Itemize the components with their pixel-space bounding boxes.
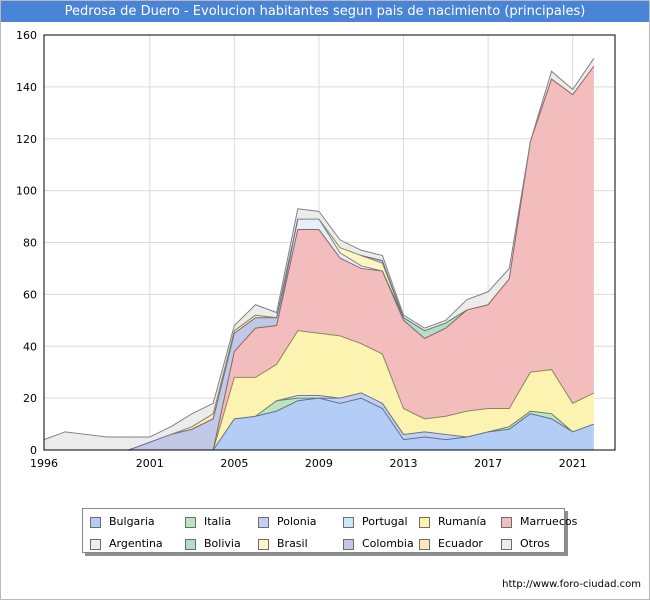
legend-swatch [419,539,430,550]
legend-label: Polonia [277,515,317,528]
legend-swatch [501,539,512,550]
legend-swatch [343,539,354,550]
legend-swatch [343,517,354,528]
y-tick-label: 40 [23,340,37,353]
legend-swatch [90,539,101,550]
x-tick-label: 2013 [390,457,418,470]
outline-bolivia [381,270,468,332]
y-tick-label: 20 [23,392,37,405]
area-marruecos [44,66,594,450]
legend-label: Marruecos [520,515,578,528]
legend-swatch [258,517,269,528]
legend-swatch [185,539,196,550]
outline-otros [43,58,595,441]
outline-bulgaria [212,397,595,451]
series-areas [44,58,594,451]
y-tick-label: 80 [23,237,37,250]
y-tick-label: 100 [16,185,37,198]
plot-area-border [43,34,616,451]
legend-label: Bolivia [204,537,241,550]
x-tick-label: 1996 [30,457,58,470]
x-tick-label: 2017 [474,457,502,470]
outline-ecuador [170,314,277,435]
x-tick-label: 2009 [305,457,333,470]
y-tick-label: 120 [16,133,37,146]
legend-swatch [185,517,196,528]
outline-rumanía [212,330,595,451]
y-tick-label: 0 [30,444,37,457]
x-tick-label: 2021 [559,457,587,470]
legend-label: Italia [204,515,232,528]
series-outlines [43,58,595,451]
area-bulgaria [44,398,594,450]
legend-label: Brasil [277,537,308,550]
legend-label: Colombia [362,537,414,550]
x-tick-label: 2005 [220,457,248,470]
legend-label: Rumanía [438,515,487,528]
x-tick-label: 2001 [136,457,164,470]
y-tick-label: 160 [16,29,37,42]
y-tick-label: 140 [16,81,37,94]
area-rumanía [44,330,594,450]
outline-colombia [128,219,404,451]
legend-swatch [258,539,269,550]
legend-label: Portugal [362,515,408,528]
legend-swatch [419,517,430,528]
legend-label: Ecuador [438,537,483,550]
outline-portugal [276,395,341,402]
axis-tick-labels: 0 20 40 60 80 100 120 140 160 1996 2001 2005 2009 201… [16,29,587,470]
legend-label: Argentina [109,537,163,550]
y-tick-label: 60 [23,288,37,301]
outline-italia [255,397,574,433]
legend-label: Bulgaria [109,515,155,528]
outline-polonia [318,392,468,438]
legend-swatch [501,517,512,528]
chart-title: Pedrosa de Duero - Evolucion habitantes … [1,1,649,22]
legend: Bulgaria Italia Polonia Portugal Rumanía Marr… [82,508,577,553]
source-link[interactable]: http://www.foro-ciudad.com [502,579,641,590]
legend-swatch [90,517,101,528]
legend-label: Otros [520,537,550,550]
